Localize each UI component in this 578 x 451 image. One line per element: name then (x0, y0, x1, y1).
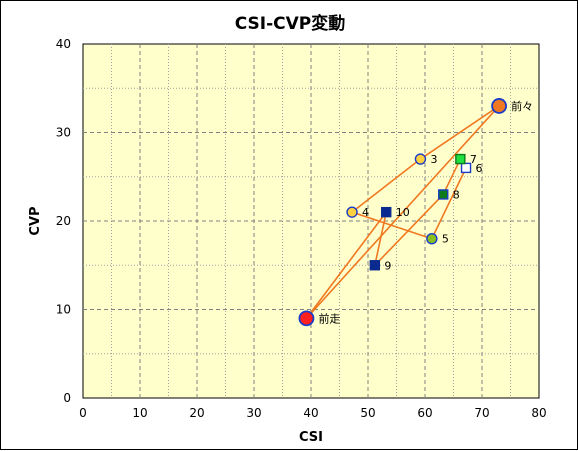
path-segment (431, 167, 467, 240)
point-label: 5 (442, 233, 449, 246)
path-segment (351, 158, 421, 213)
y-tick-label: 0 (63, 391, 71, 405)
chart-title: CSI-CVP変動 (235, 13, 346, 34)
x-tick-label: 50 (360, 406, 375, 420)
x-tick-label: 30 (246, 406, 261, 420)
point-label: 9 (384, 259, 391, 272)
x-tick-label: 80 (531, 406, 546, 420)
point-marker (369, 260, 381, 271)
y-tick-label: 30 (56, 126, 71, 140)
point-marker (455, 153, 466, 165)
x-axis-label: CSI (299, 430, 323, 445)
point-label: 10 (396, 206, 410, 219)
y-axis-label: CVP (28, 206, 43, 235)
x-axis-ticks: 0 10 20 30 40 50 60 70 80 (79, 406, 546, 420)
path-segment (374, 211, 388, 266)
path-segment (305, 105, 500, 319)
point-label: 7 (470, 153, 477, 166)
path-segment (374, 193, 444, 266)
x-tick-label: 60 (417, 406, 432, 420)
y-axis-ticks: 0 10 20 30 40 (56, 37, 71, 405)
point-marker (491, 98, 508, 114)
point-marker (460, 162, 472, 174)
grid-lines (83, 44, 539, 398)
point-marker (298, 310, 315, 327)
y-tick-label: 40 (56, 37, 71, 51)
connecting-lines (305, 105, 500, 319)
x-tick-label: 70 (474, 406, 489, 420)
point-label: 4 (362, 206, 369, 219)
point-label: 3 (430, 153, 437, 166)
point-marker (346, 206, 358, 218)
point-label: 前走 (318, 311, 340, 325)
x-tick-label: 40 (303, 406, 318, 420)
path-segment (351, 211, 433, 240)
x-tick-label: 10 (132, 406, 147, 420)
point-marker (438, 189, 449, 200)
point-marker (381, 206, 392, 218)
path-segment (305, 211, 387, 319)
path-segment (419, 105, 500, 160)
y-tick-label: 10 (56, 303, 71, 317)
path-segment (442, 158, 462, 195)
point-label: 6 (476, 162, 483, 175)
x-tick-label: 20 (189, 406, 204, 420)
point-marker (414, 153, 427, 165)
point-marker (426, 232, 438, 245)
y-tick-label: 20 (56, 214, 71, 228)
data-points: 前々 3 4 5 67 8 9 10 前走 (298, 98, 533, 327)
x-tick-label: 0 (79, 406, 87, 420)
point-label: 前々 (511, 99, 533, 113)
point-label: 8 (453, 188, 460, 201)
